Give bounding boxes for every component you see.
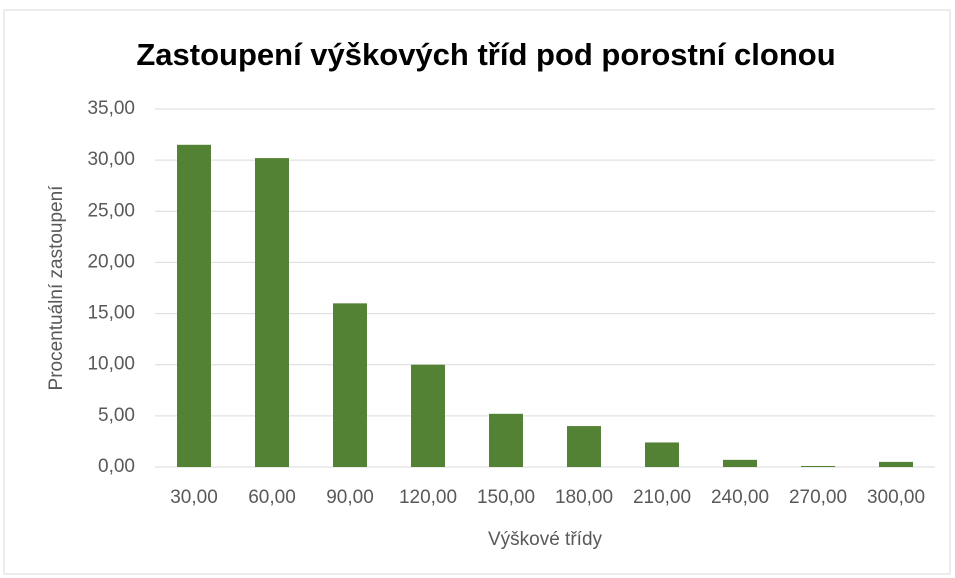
bar: [411, 364, 445, 467]
y-tick-label: 5,00: [98, 405, 135, 426]
x-tick-label: 270,00: [789, 487, 847, 508]
x-tick-label: 30,00: [170, 487, 218, 508]
y-axis-label: Procentuální zastoupení: [46, 185, 67, 391]
y-tick-label: 10,00: [87, 354, 135, 375]
bar: [567, 426, 601, 467]
x-tick-label: 120,00: [399, 487, 457, 508]
bar: [645, 442, 679, 467]
x-tick-label: 240,00: [711, 487, 769, 508]
x-tick-label: 60,00: [248, 487, 296, 508]
chart-border: [3, 9, 951, 575]
x-axis-label: Výškové třídy: [488, 529, 603, 550]
bar: [177, 144, 211, 468]
bar: [723, 459, 757, 467]
bar: [879, 461, 913, 467]
x-tick-label: 300,00: [867, 487, 925, 508]
y-tick-label: 25,00: [87, 200, 135, 221]
y-tick-label: 35,00: [87, 98, 135, 119]
bar: [489, 413, 523, 467]
y-tick-label: 30,00: [87, 149, 135, 170]
y-tick-label: 20,00: [87, 251, 135, 272]
bar: [333, 303, 367, 467]
y-tick-label: 15,00: [87, 303, 135, 324]
x-tick-label: 90,00: [326, 487, 374, 508]
x-tick-label: 150,00: [477, 487, 535, 508]
x-tick-label: 210,00: [633, 487, 691, 508]
bar: [801, 465, 835, 467]
y-tick-label: 0,00: [98, 456, 135, 477]
chart-title: Zastoupení výškových tříd pod porostní c…: [136, 37, 835, 72]
bar: [255, 158, 289, 467]
x-tick-label: 180,00: [555, 487, 613, 508]
